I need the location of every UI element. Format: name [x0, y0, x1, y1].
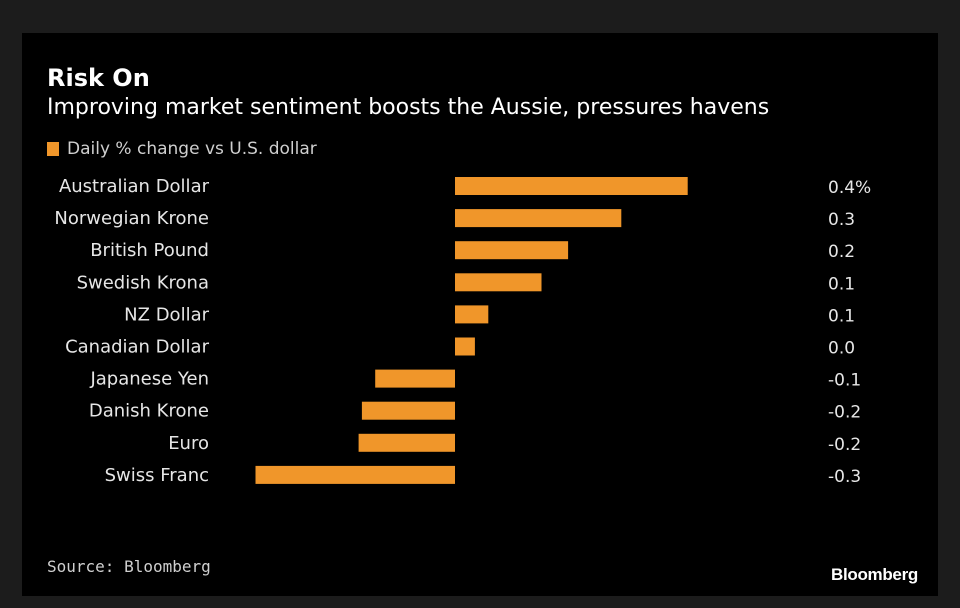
bar	[255, 465, 455, 484]
category-label: Japanese Yen	[89, 369, 209, 390]
category-label: Swiss Franc	[105, 465, 209, 486]
bar	[361, 401, 455, 420]
category-label: Australian Dollar	[59, 176, 210, 197]
category-label: Swedish Krona	[77, 272, 209, 293]
bar	[455, 337, 475, 356]
bar	[455, 177, 688, 195]
chart-title: Risk On	[47, 64, 150, 92]
value-label: 0.1	[828, 306, 855, 326]
legend-label: Daily % change vs U.S. dollar	[67, 139, 317, 159]
legend-swatch	[47, 142, 59, 156]
bar-chart: Australian Dollar 0.4% Norwegian Krone 0.3 B…	[54, 176, 871, 487]
value-label: -0.2	[828, 435, 861, 455]
category-label: Canadian Dollar	[65, 337, 210, 358]
value-label: -0.1	[828, 371, 861, 391]
bar	[455, 305, 489, 324]
chart-subtitle: Improving market sentiment boosts the Au…	[47, 95, 770, 120]
value-label: 0.3	[828, 210, 855, 230]
category-label: Norwegian Krone	[54, 208, 209, 229]
value-label: 0.0	[828, 339, 855, 359]
bar	[455, 241, 569, 260]
legend: Daily % change vs U.S. dollar	[47, 139, 317, 159]
chart-card: Risk On Improving market sentiment boost…	[22, 33, 938, 596]
source-note: Source: Bloomberg	[47, 557, 211, 576]
bar	[455, 273, 542, 292]
bar	[375, 369, 455, 388]
value-label: 0.2	[828, 242, 855, 262]
value-label: 0.4%	[828, 178, 871, 198]
category-label: British Pound	[90, 240, 209, 261]
bloomberg-logo: Bloomberg	[830, 565, 918, 584]
category-label: Danish Krone	[89, 401, 209, 422]
bar	[358, 433, 455, 452]
category-label: Euro	[168, 433, 209, 454]
value-label: 0.1	[828, 274, 855, 294]
bar	[455, 209, 622, 228]
category-label: NZ Dollar	[124, 304, 209, 325]
value-label: -0.2	[828, 403, 861, 423]
value-label: -0.3	[828, 467, 861, 487]
